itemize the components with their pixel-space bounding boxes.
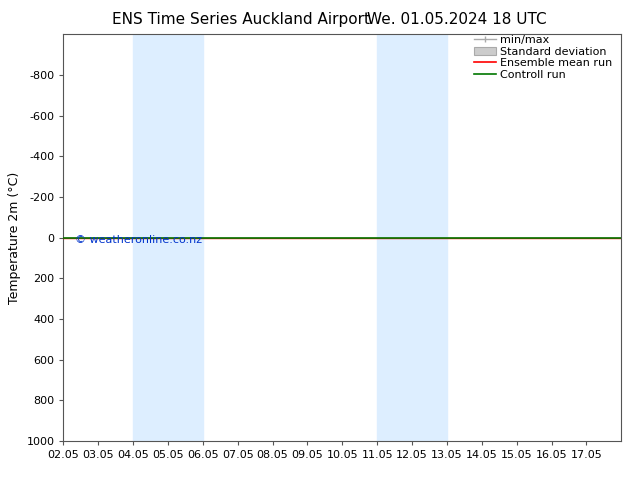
Bar xyxy=(133,34,203,441)
Legend: min/max, Standard deviation, Ensemble mean run, Controll run: min/max, Standard deviation, Ensemble me… xyxy=(470,32,616,83)
Bar xyxy=(377,34,447,441)
Y-axis label: Temperature 2m (°C): Temperature 2m (°C) xyxy=(8,172,21,304)
Text: We. 01.05.2024 18 UTC: We. 01.05.2024 18 UTC xyxy=(366,12,547,27)
Text: © weatheronline.co.nz: © weatheronline.co.nz xyxy=(75,235,202,245)
Text: ENS Time Series Auckland Airport: ENS Time Series Auckland Airport xyxy=(112,12,370,27)
